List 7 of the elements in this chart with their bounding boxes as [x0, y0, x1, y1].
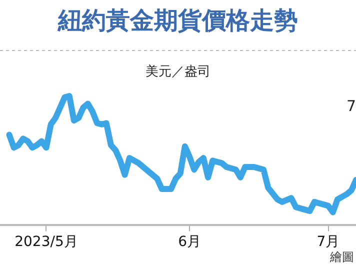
- x-tick-label: 2023/5月: [14, 234, 78, 250]
- x-tick-label: 7月: [316, 234, 340, 250]
- text: 繪圖: [329, 250, 354, 264]
- annotation: 7: [346, 96, 356, 115]
- x-tick-label: 6月: [178, 234, 202, 250]
- y-axis-title: 美元／盎司: [146, 63, 210, 80]
- chart-title: 紐約黃金期貨價格走勢: [57, 6, 298, 35]
